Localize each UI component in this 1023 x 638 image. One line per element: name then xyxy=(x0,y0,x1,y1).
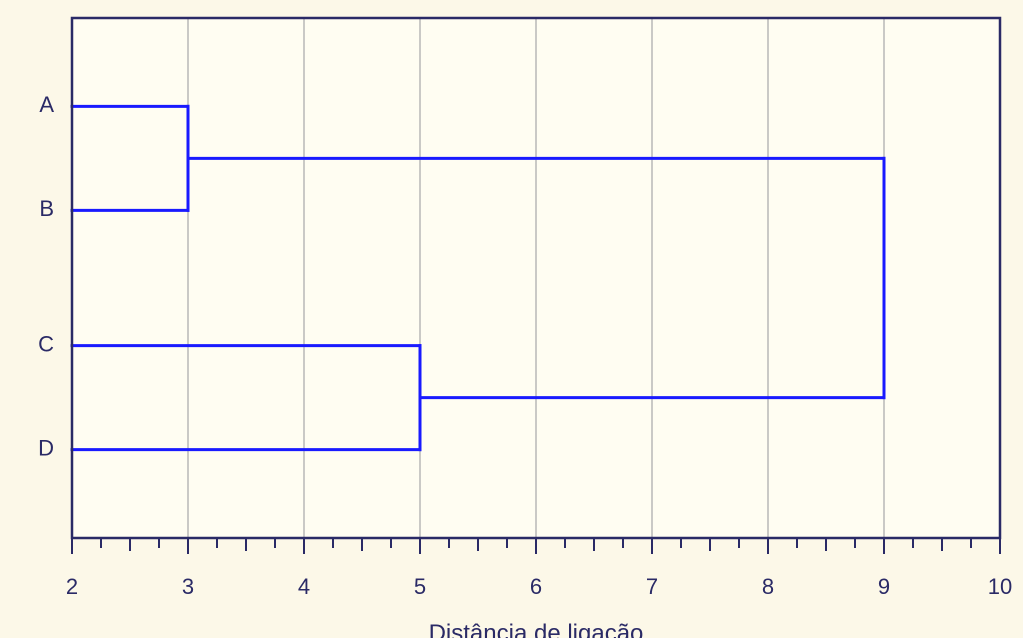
x-tick-label: 8 xyxy=(762,574,774,599)
x-tick-label: 5 xyxy=(414,574,426,599)
y-tick-label: A xyxy=(39,92,54,117)
x-tick-label: 4 xyxy=(298,574,310,599)
x-tick-label: 10 xyxy=(988,574,1012,599)
y-tick-label: D xyxy=(38,435,54,460)
dendrogram-figure: A B C D 2 3 4 5 6 7 8 9 10 Distância de ligação xyxy=(0,0,1023,638)
x-axis-label: Distância de ligação xyxy=(429,620,644,638)
x-tick-label: 3 xyxy=(182,574,194,599)
x-tick-label: 2 xyxy=(66,574,78,599)
x-tick-label: 7 xyxy=(646,574,658,599)
x-tick-label: 6 xyxy=(530,574,542,599)
x-tick-label: 9 xyxy=(878,574,890,599)
y-tick-label: B xyxy=(39,196,54,221)
dendrogram-svg: A B C D 2 3 4 5 6 7 8 9 10 Distância de ligação xyxy=(0,0,1023,638)
y-tick-label: C xyxy=(38,331,54,356)
